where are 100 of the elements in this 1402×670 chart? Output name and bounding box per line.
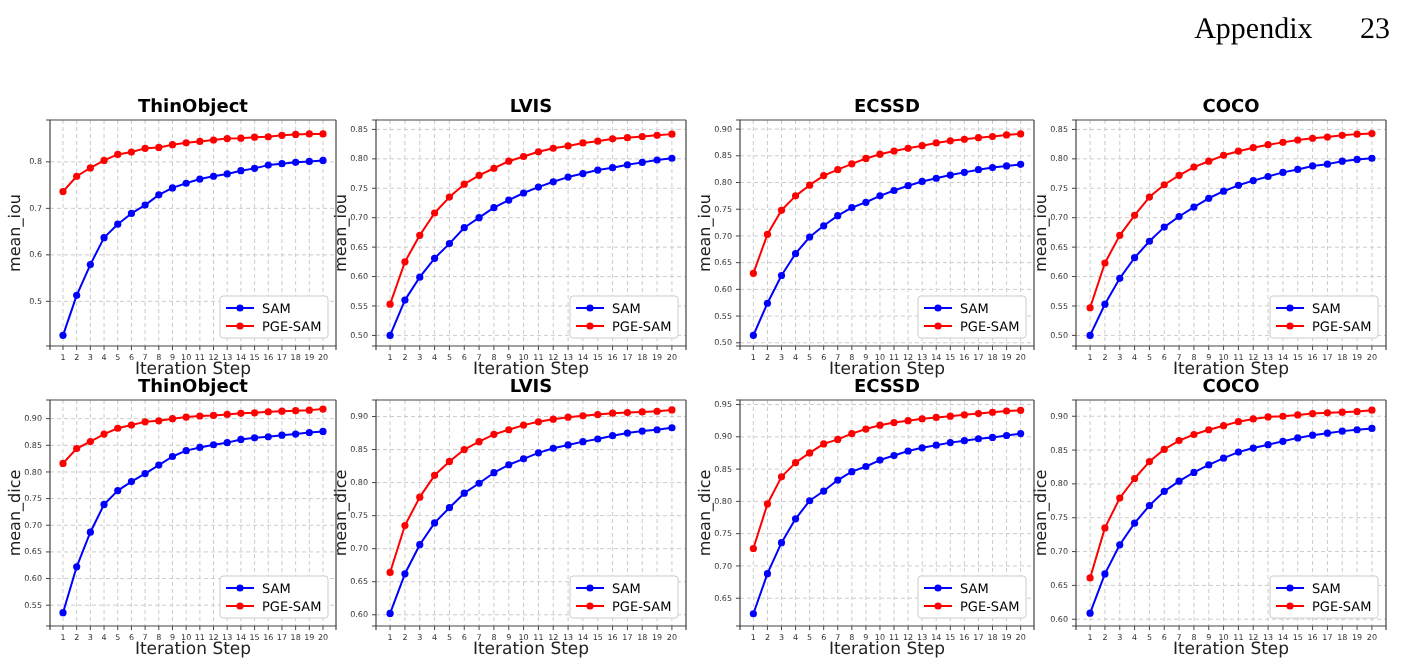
point xyxy=(250,434,259,442)
point xyxy=(1308,134,1317,142)
point xyxy=(292,158,300,166)
point xyxy=(1338,408,1346,416)
point xyxy=(319,130,327,138)
point xyxy=(1145,193,1154,201)
point xyxy=(668,406,676,414)
point xyxy=(777,539,786,547)
point xyxy=(763,570,772,578)
point xyxy=(278,131,286,139)
point xyxy=(196,412,204,420)
point xyxy=(223,135,231,143)
x-axis-title: Iteration Step xyxy=(1172,360,1290,380)
y-axis-title: mean_iou xyxy=(696,194,714,272)
point xyxy=(196,443,204,452)
point xyxy=(1219,151,1228,159)
point xyxy=(1175,212,1183,221)
point xyxy=(988,163,997,172)
point xyxy=(445,193,454,201)
point xyxy=(237,409,245,417)
point xyxy=(1219,187,1228,195)
point xyxy=(960,168,968,176)
point xyxy=(653,426,661,434)
point xyxy=(445,239,454,248)
point xyxy=(820,487,828,495)
point xyxy=(1353,130,1361,138)
point xyxy=(475,438,483,446)
point xyxy=(791,515,800,523)
point xyxy=(1219,422,1228,430)
chart-title: COCO xyxy=(1202,98,1261,118)
point xyxy=(416,541,424,549)
point xyxy=(918,444,926,452)
point xyxy=(1249,444,1257,452)
point xyxy=(876,150,884,158)
point xyxy=(237,167,245,175)
point xyxy=(1017,406,1025,414)
point xyxy=(401,258,409,266)
point xyxy=(1190,430,1198,439)
point xyxy=(519,421,528,429)
point xyxy=(564,413,572,421)
point xyxy=(1116,494,1124,502)
point xyxy=(1160,223,1168,231)
point xyxy=(579,438,587,446)
point xyxy=(534,418,543,426)
point xyxy=(594,166,602,174)
x-axis-title: Iteration Step xyxy=(828,360,946,380)
point xyxy=(168,415,177,423)
point xyxy=(932,441,940,449)
point xyxy=(386,300,394,308)
point xyxy=(460,445,468,454)
point xyxy=(534,449,543,457)
text: Appendix 23 xyxy=(1194,14,1390,46)
point xyxy=(1086,304,1094,312)
point xyxy=(1002,431,1011,440)
point xyxy=(1323,133,1332,141)
point xyxy=(904,144,912,152)
point xyxy=(519,189,528,197)
point xyxy=(974,435,983,443)
point xyxy=(1234,147,1243,155)
point xyxy=(608,135,617,143)
point xyxy=(1294,411,1302,419)
point xyxy=(834,476,842,484)
point xyxy=(1017,160,1025,168)
point xyxy=(1308,162,1317,170)
point xyxy=(1086,574,1094,582)
point xyxy=(623,429,632,437)
chart-title: LVIS xyxy=(509,378,553,398)
point xyxy=(401,521,409,530)
point xyxy=(876,456,884,464)
y-axis-title: mean_dice xyxy=(6,469,24,557)
chart-title: ThinObject xyxy=(138,378,250,398)
point xyxy=(416,231,424,239)
point xyxy=(168,452,177,461)
point xyxy=(918,142,926,150)
point xyxy=(401,570,409,578)
point xyxy=(960,437,968,445)
point xyxy=(401,296,409,304)
y-axis-title: mean_dice xyxy=(1032,469,1050,557)
point xyxy=(1145,501,1154,510)
point xyxy=(890,451,898,460)
point xyxy=(1205,461,1213,469)
point xyxy=(1249,415,1257,423)
point xyxy=(86,437,94,446)
point xyxy=(918,177,926,186)
point xyxy=(946,412,954,420)
point xyxy=(946,137,954,145)
point xyxy=(1116,541,1124,549)
point xyxy=(1234,448,1243,456)
point xyxy=(1101,524,1109,532)
point xyxy=(988,132,997,141)
point xyxy=(250,164,259,172)
point xyxy=(196,137,204,145)
y-axis-title: mean_iou xyxy=(6,194,24,272)
point xyxy=(579,412,587,420)
point xyxy=(475,171,483,179)
point xyxy=(127,209,136,218)
point xyxy=(848,468,856,476)
point xyxy=(946,171,954,179)
point xyxy=(430,254,439,262)
point xyxy=(777,271,786,280)
